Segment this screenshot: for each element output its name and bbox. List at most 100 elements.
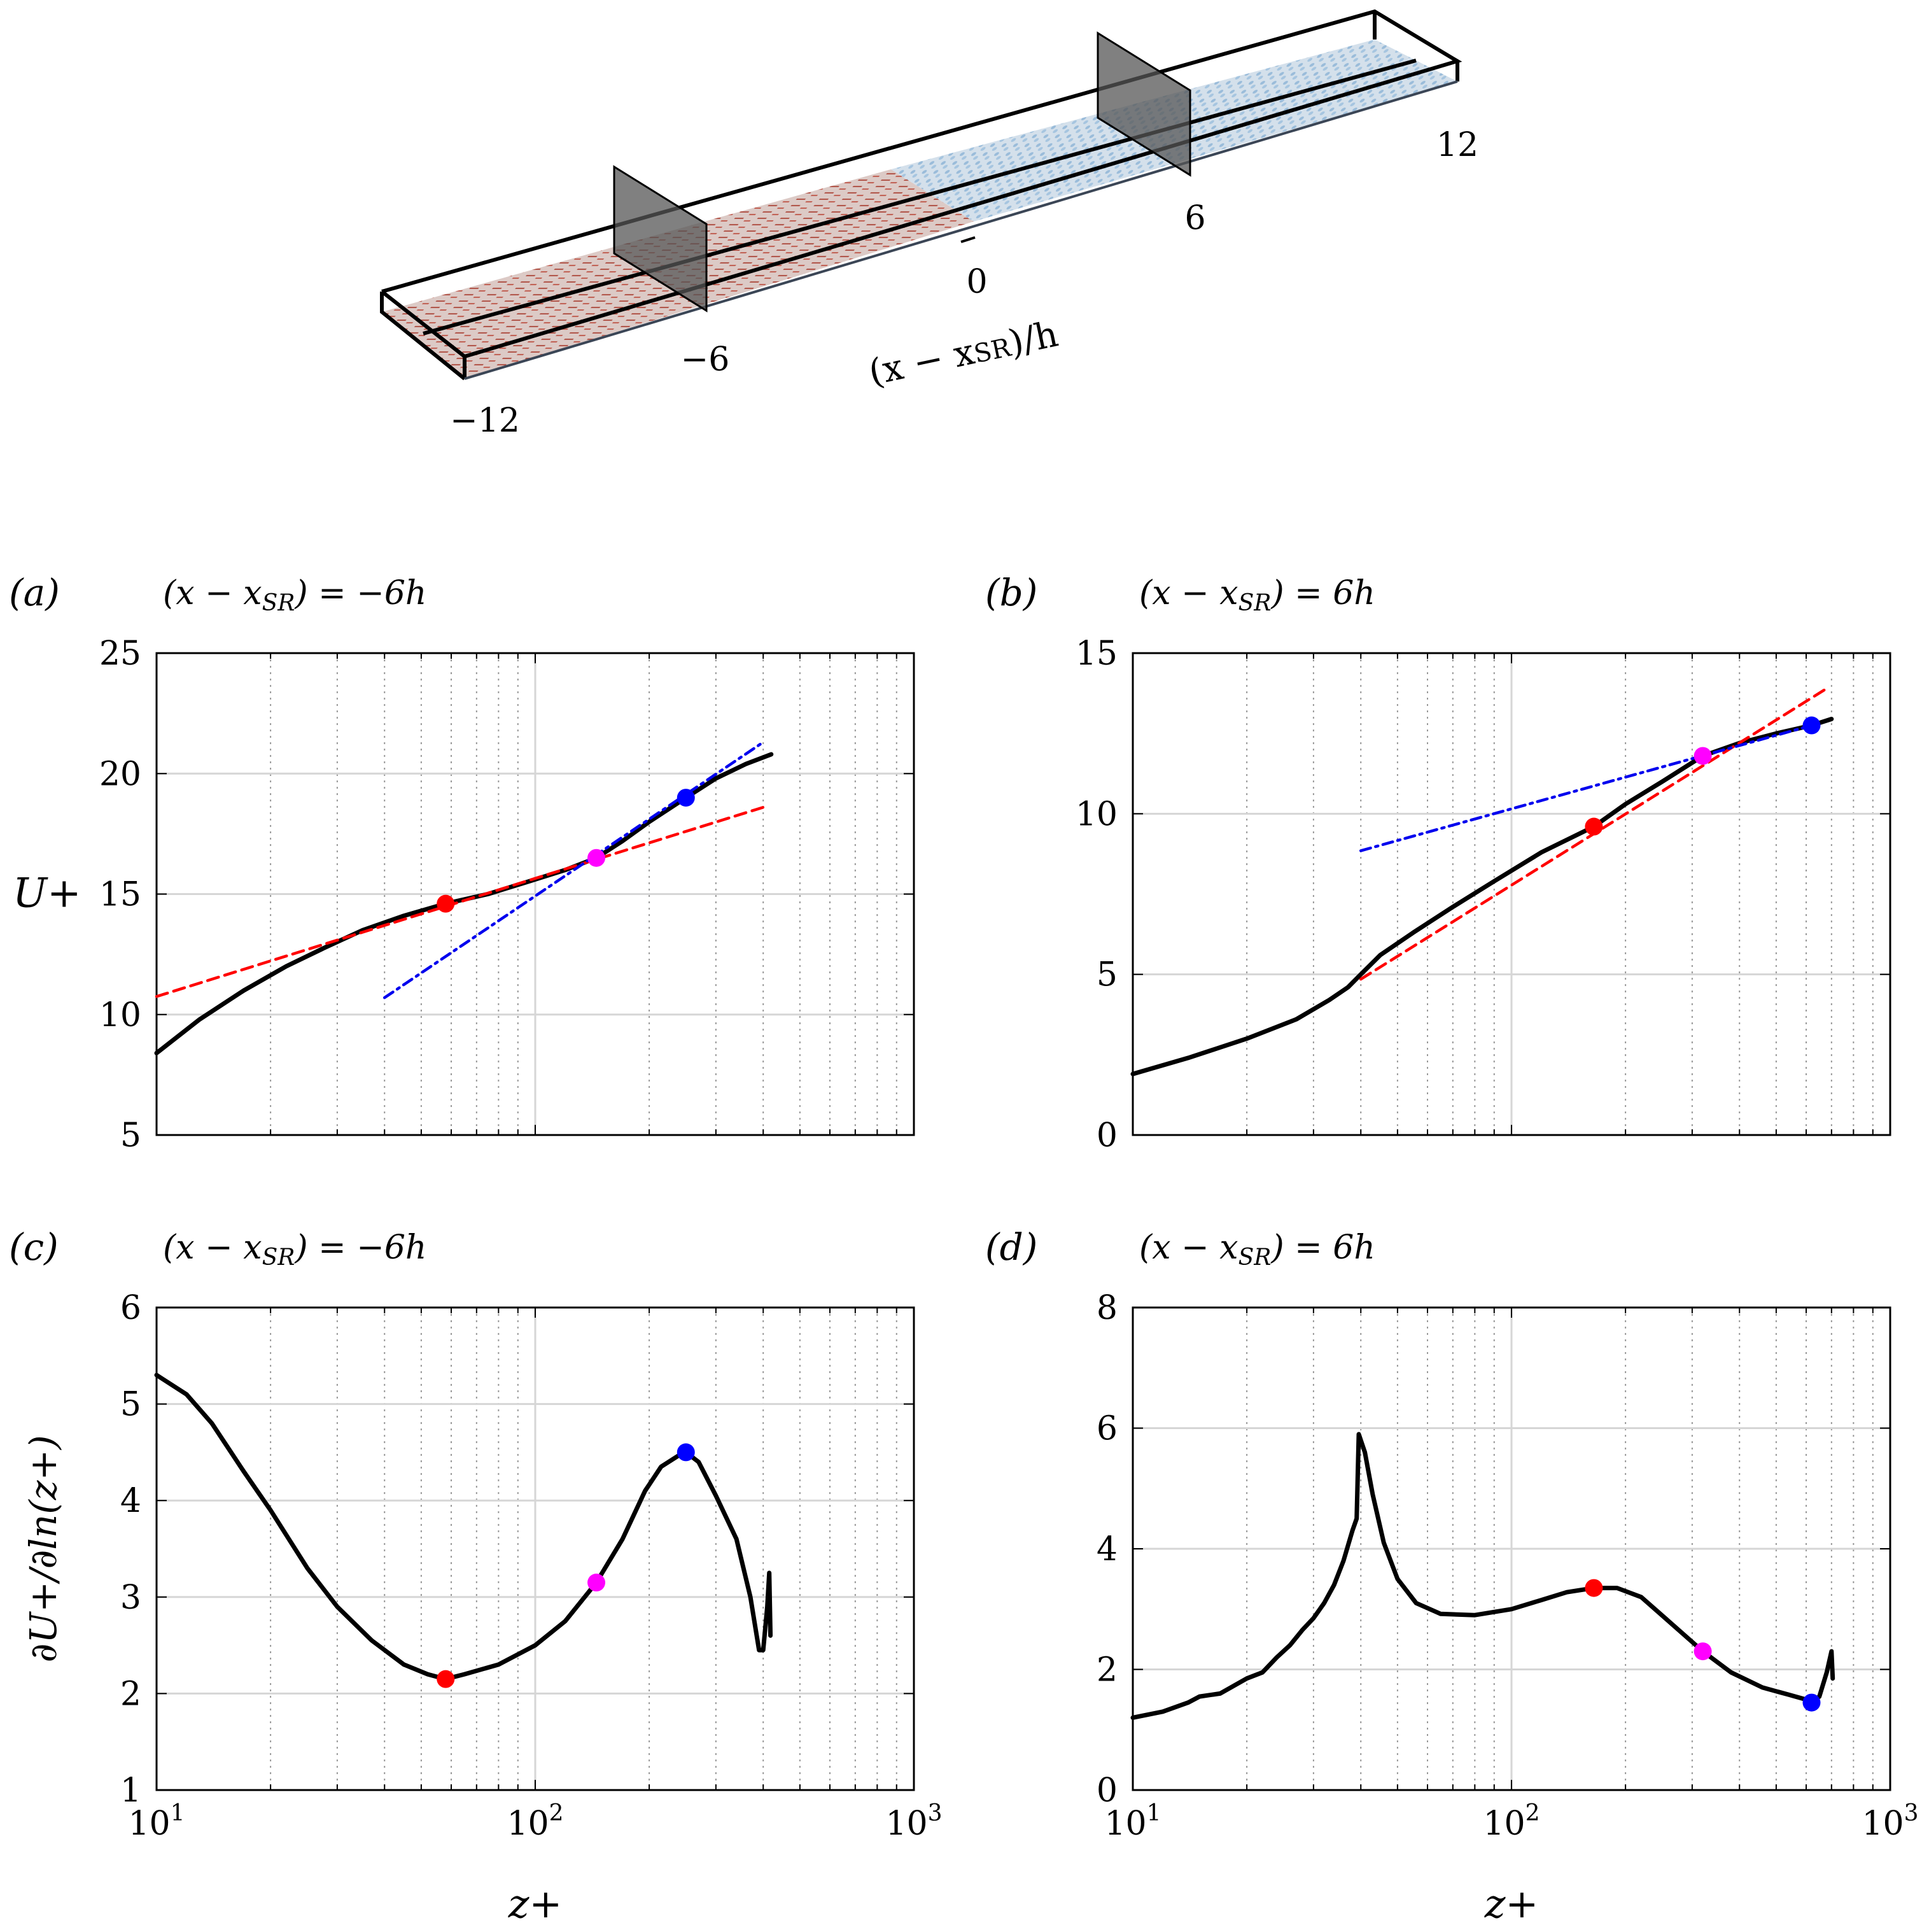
schematic-tick: −6	[681, 341, 730, 379]
series-profile-curve	[1130, 717, 1834, 1076]
panel-label: (b)	[985, 571, 1037, 614]
title-part: (x − x	[1139, 574, 1238, 612]
y-tick-label: 8	[1097, 1289, 1118, 1327]
marker-red	[437, 894, 455, 913]
marker-blue	[677, 789, 695, 807]
schematic-tick: 0	[966, 263, 987, 301]
domain-schematic: −12 −6 0 6 12 (x − xSR)/h	[380, 9, 1478, 440]
schematic-tick: 12	[1436, 126, 1478, 164]
panel-label: (a)	[9, 571, 60, 614]
chart-panel-a: 5 10 15 20 25 (a) (x − xSR) = −6h U+	[9, 571, 915, 1155]
y-tick-label: 10	[1076, 795, 1118, 833]
y-tick-label: 3	[120, 1579, 141, 1617]
x-tick-label: 101	[1104, 1800, 1161, 1843]
title-subscript: SR	[262, 590, 295, 616]
chart-panel-b: 0 5 10 15 (b) (x − xSR) = 6h	[985, 571, 1891, 1155]
measurement-plane-upstream	[613, 165, 708, 313]
plot-frame	[155, 652, 915, 1136]
x-tick-base: 10	[1104, 1805, 1146, 1843]
x-axis-label: z+	[1484, 1880, 1539, 1927]
y-tick-label: 2	[1097, 1651, 1118, 1689]
y-tick-label: 4	[1097, 1530, 1118, 1569]
series-blue-fit-line	[382, 740, 765, 999]
title-subscript: SR	[262, 1245, 295, 1271]
y-tick-label: 4	[120, 1482, 141, 1520]
x-tick-base: 10	[507, 1805, 549, 1843]
schematic-tick: −12	[450, 402, 520, 440]
title-part: (x − x	[1139, 1229, 1238, 1267]
measurement-plane-downstream	[1097, 31, 1191, 177]
schematic-axis-label: (x − xSR)/h	[865, 313, 1062, 393]
x-tick-base: 10	[1483, 1805, 1525, 1843]
x-tick-exponent: 1	[171, 1800, 185, 1826]
x-tick-base: 10	[1862, 1805, 1904, 1843]
y-tick-label: 5	[1097, 956, 1118, 994]
marker-blue	[1802, 716, 1821, 735]
x-tick-exponent: 2	[549, 1800, 564, 1826]
title-part: ) = 6h	[1270, 574, 1375, 612]
marker-magenta	[587, 1574, 606, 1592]
y-tick-label: 0	[1097, 1772, 1118, 1810]
panel-title: (x − xSR) = 6h	[1139, 574, 1375, 616]
domain-box	[380, 9, 1463, 381]
marker-magenta	[1694, 747, 1712, 765]
x-tick-base: 10	[128, 1805, 170, 1843]
marker-red	[437, 1670, 455, 1688]
panel-label: (d)	[985, 1225, 1037, 1269]
panel-label: (c)	[9, 1225, 59, 1269]
y-axis-label: ∂U+/∂ln(z+)	[22, 1435, 65, 1662]
x-tick-exponent: 1	[1147, 1800, 1161, 1826]
series-profile-curve	[154, 1372, 773, 1682]
y-tick-label: 2	[120, 1675, 141, 1713]
y-tick-label: 0	[1097, 1117, 1118, 1155]
y-tick-label: 6	[120, 1289, 141, 1327]
marker-blue	[677, 1443, 695, 1462]
marker-magenta	[587, 849, 606, 867]
y-tick-label: 15	[1076, 635, 1118, 673]
marker-blue	[1802, 1693, 1821, 1712]
x-tick-exponent: 3	[928, 1800, 943, 1826]
x-tick-label: 103	[885, 1800, 942, 1843]
y-axis-label: U+	[13, 870, 81, 917]
panel-title: (x − xSR) = 6h	[1139, 1229, 1375, 1271]
y-tick-label: 5	[120, 1117, 141, 1155]
y-tick-label: 20	[99, 755, 141, 793]
x-tick-label: 102	[507, 1800, 563, 1843]
x-tick-label: 102	[1483, 1800, 1540, 1843]
x-tick-label: 103	[1862, 1800, 1918, 1843]
centerline	[423, 59, 1417, 335]
marker-red	[1585, 1579, 1603, 1597]
y-tick-label: 15	[99, 876, 141, 914]
title-part: (x − x	[163, 574, 262, 612]
series-blue-fit-line	[1359, 724, 1813, 852]
bottom-edge	[464, 80, 1458, 380]
x-tick-label: 101	[128, 1800, 185, 1843]
title-subscript: SR	[1238, 590, 1272, 616]
x-tick-exponent: 2	[1526, 1800, 1540, 1826]
plot-frame	[1132, 1306, 1891, 1791]
x-axis-label: z+	[508, 1880, 563, 1927]
y-tick-label: 6	[1097, 1410, 1118, 1448]
plot-frame	[155, 1306, 915, 1791]
title-part: ) = −6h	[294, 574, 426, 612]
title-subscript: SR	[1238, 1245, 1272, 1271]
x-tick-base: 10	[885, 1805, 927, 1843]
title-part: ) = 6h	[1270, 1229, 1375, 1267]
title-part: ) = −6h	[294, 1229, 426, 1267]
marker-red	[1585, 817, 1603, 836]
panel-title: (x − xSR) = −6h	[163, 574, 426, 616]
marker-magenta	[1694, 1642, 1712, 1661]
y-tick-label: 5	[120, 1386, 141, 1424]
series-red-fit-line	[155, 805, 765, 998]
x-tick-exponent: 3	[1904, 1800, 1919, 1826]
y-tick-label: 1	[120, 1772, 141, 1810]
plot-frame	[1132, 652, 1891, 1136]
title-part: (x − x	[163, 1229, 262, 1267]
series-profile-curve	[1130, 1432, 1835, 1720]
panel-title: (x − xSR) = −6h	[163, 1229, 426, 1271]
y-tick-label: 10	[99, 996, 141, 1034]
